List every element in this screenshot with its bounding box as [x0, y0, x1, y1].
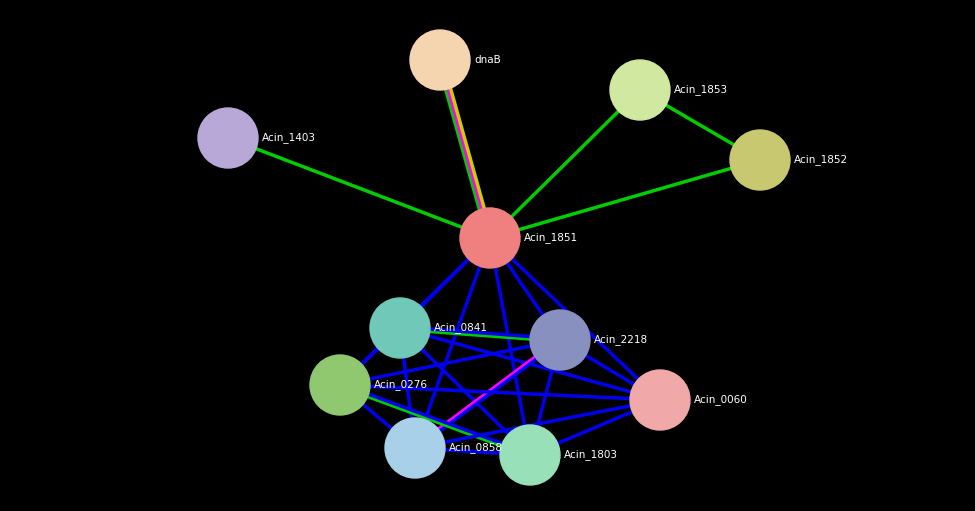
Circle shape [370, 298, 430, 358]
Text: Acin_2218: Acin_2218 [594, 335, 648, 345]
Text: Acin_0858: Acin_0858 [449, 443, 503, 453]
Circle shape [500, 425, 560, 485]
Circle shape [630, 370, 690, 430]
Circle shape [530, 310, 590, 370]
Text: Acin_0841: Acin_0841 [434, 322, 488, 334]
Text: Acin_1851: Acin_1851 [524, 233, 578, 243]
Circle shape [310, 355, 370, 415]
Text: Acin_0276: Acin_0276 [374, 380, 428, 390]
Circle shape [410, 30, 470, 90]
Circle shape [730, 130, 790, 190]
Circle shape [198, 108, 258, 168]
Circle shape [385, 418, 445, 478]
Text: Acin_1853: Acin_1853 [674, 84, 728, 96]
Text: Acin_0060: Acin_0060 [694, 394, 748, 405]
Circle shape [610, 60, 670, 120]
Text: Acin_1852: Acin_1852 [794, 154, 848, 166]
Text: Acin_1803: Acin_1803 [564, 450, 618, 460]
Text: Acin_1403: Acin_1403 [262, 132, 316, 144]
Text: dnaB: dnaB [474, 55, 501, 65]
Circle shape [460, 208, 520, 268]
